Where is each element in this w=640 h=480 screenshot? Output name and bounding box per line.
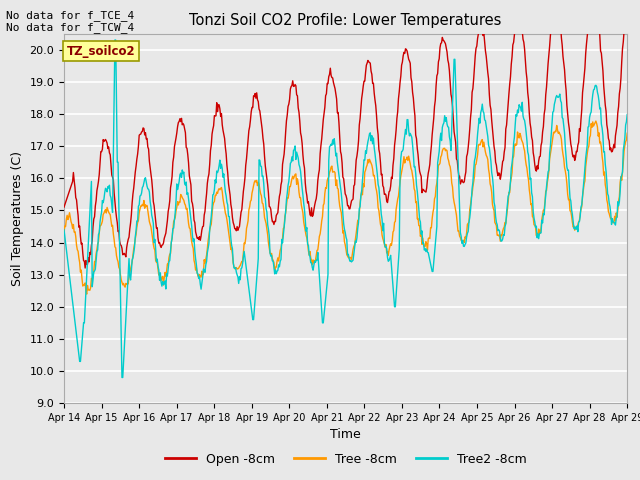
Title: Tonzi Soil CO2 Profile: Lower Temperatures: Tonzi Soil CO2 Profile: Lower Temperatur… <box>189 13 502 28</box>
Legend: Open -8cm, Tree -8cm, Tree2 -8cm: Open -8cm, Tree -8cm, Tree2 -8cm <box>159 448 532 471</box>
X-axis label: Time: Time <box>330 429 361 442</box>
Text: TZ_soilco2: TZ_soilco2 <box>67 45 136 58</box>
Y-axis label: Soil Temperatures (C): Soil Temperatures (C) <box>11 151 24 286</box>
Text: No data for f_TCE_4
No data for f_TCW_4: No data for f_TCE_4 No data for f_TCW_4 <box>6 10 134 33</box>
